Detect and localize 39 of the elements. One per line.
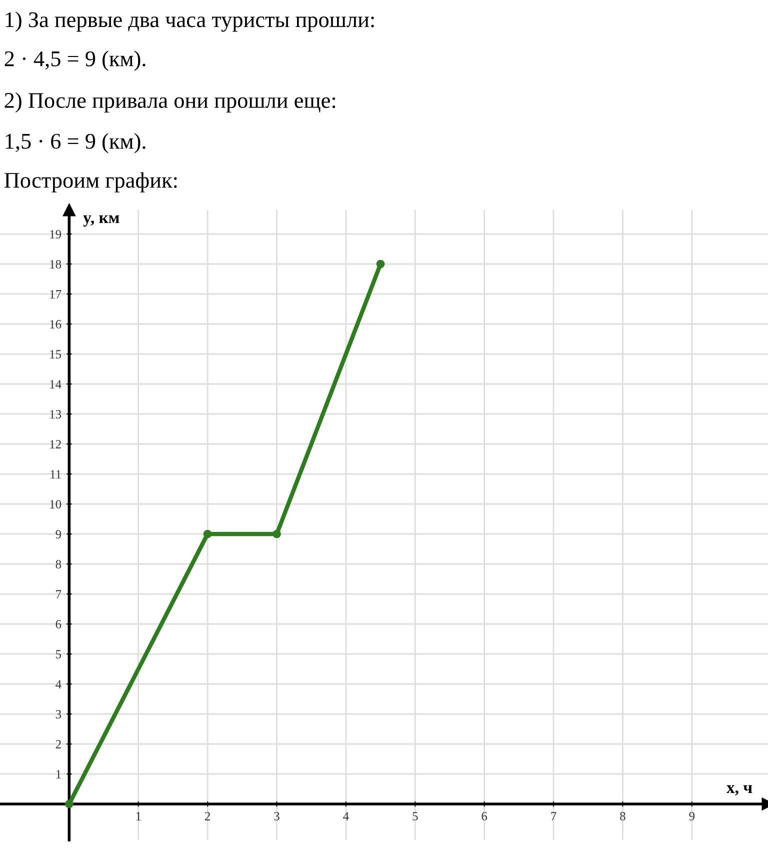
- x-tick-label: 8: [620, 812, 626, 820]
- x-tick-label: 6: [482, 812, 488, 820]
- y-tick-label: 6: [56, 620, 62, 628]
- y-tick-label: 10: [50, 500, 62, 508]
- y-axis-title: y, км: [83, 215, 120, 227]
- y-tick-label: 5: [56, 650, 62, 658]
- y-tick-label: 15: [50, 350, 62, 358]
- x-axis-title: x, ч: [726, 785, 752, 796]
- y-tick-label: 1: [56, 770, 61, 778]
- text: 2) После привала они прошли еще:: [4, 92, 336, 112]
- x-tick-label: 2: [204, 812, 210, 820]
- text: 1) За первые два часа туристы прошли:: [6, 12, 374, 32]
- point: [272, 530, 281, 538]
- y-tick-label: 2: [56, 740, 61, 748]
- y-tick-label: 9: [56, 530, 62, 538]
- point: [203, 530, 212, 538]
- x-tick-label: 1: [136, 812, 141, 820]
- x-tick-label: 5: [412, 812, 418, 820]
- y-tick-label: 13: [50, 410, 62, 418]
- y-tick-label: 12: [50, 440, 61, 448]
- x-tick-label: 4: [343, 812, 349, 820]
- y-tick-label: 7: [56, 590, 62, 598]
- y-tick-label: 18: [50, 260, 62, 268]
- point: [376, 260, 385, 268]
- y-tick-label: 19: [50, 230, 62, 238]
- y-tick-label: 14: [50, 380, 62, 388]
- x-tick-label: 9: [689, 812, 695, 820]
- y-tick-label: 8: [56, 560, 62, 568]
- y-tick-label: 4: [56, 680, 62, 688]
- y-tick-label: 11: [50, 470, 61, 478]
- point: [65, 800, 74, 808]
- x-tick-label: 7: [551, 812, 556, 820]
- text: 2 · 4,5 = 9 (км).: [4, 50, 146, 71]
- y-tick-label: 16: [50, 320, 62, 328]
- text: 1,5 · 6 = 9 (км).: [6, 133, 146, 154]
- y-tick-label: 17: [50, 290, 62, 298]
- x-tick-label: 3: [274, 812, 280, 820]
- text: Построим график:: [4, 172, 177, 192]
- y-tick-label: 3: [56, 710, 62, 718]
